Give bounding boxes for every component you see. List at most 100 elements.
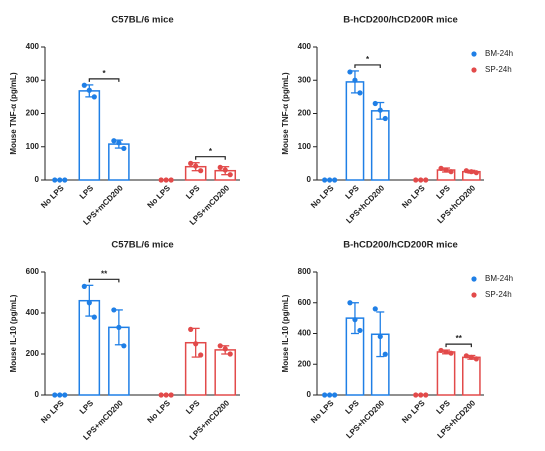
data-point (193, 341, 199, 347)
y-tick-label: 600 (26, 267, 40, 276)
y-tick-label: 0 (35, 175, 40, 184)
data-point (332, 392, 338, 398)
y-axis-label: Mouse TNF-α (pg/mL) (9, 72, 18, 155)
data-point (332, 177, 338, 183)
data-point (227, 351, 233, 357)
data-point (57, 392, 63, 398)
data-point (188, 160, 194, 166)
data-point (188, 326, 194, 332)
x-tick-label: No LPS (400, 398, 427, 425)
data-point (158, 177, 164, 183)
data-point (222, 167, 228, 173)
significance-label: ** (101, 269, 108, 278)
significance-label: * (103, 69, 107, 78)
x-tick-label: LPS (184, 183, 202, 201)
data-point (52, 177, 58, 183)
data-point (352, 77, 358, 83)
data-point (418, 392, 424, 398)
significance-bracket (354, 64, 381, 68)
data-point (413, 177, 419, 183)
data-point (198, 352, 204, 358)
data-point (372, 100, 378, 107)
y-tick-label: 0 (35, 390, 40, 399)
y-axis-label: Mouse IL-10 (pg/mL) (281, 294, 290, 372)
y-tick-label: 200 (26, 349, 40, 358)
data-point (357, 90, 363, 96)
legend-swatch (471, 276, 477, 282)
y-tick-label: 0 (307, 175, 312, 184)
significance-bracket (88, 78, 120, 82)
data-point (111, 138, 117, 144)
x-tick-label: No LPS (146, 398, 173, 425)
data-point (463, 168, 469, 174)
data-point (91, 314, 97, 320)
data-point (448, 169, 454, 175)
chart-panel: C57BL/6 mice Mouse TNF-α (pg/mL) 0 100 200 30… (9, 15, 240, 227)
y-tick-label: 100 (298, 142, 312, 151)
x-tick-label: LPS (435, 183, 453, 201)
y-axis-label: Mouse TNF-α (pg/mL) (281, 72, 290, 155)
data-point (423, 177, 429, 183)
data-point (163, 392, 169, 398)
significance-bracket (88, 278, 120, 283)
legend-swatch (471, 51, 477, 57)
data-point (168, 392, 174, 398)
data-point (57, 177, 63, 183)
data-point (322, 177, 328, 183)
x-tick-label: LPS (78, 398, 96, 416)
legend-label: BM-24h (485, 49, 513, 58)
data-point (438, 347, 444, 354)
data-point (227, 172, 233, 178)
y-tick-label: 400 (298, 329, 312, 338)
data-point (352, 317, 358, 323)
data-point (377, 107, 383, 113)
data-point (158, 392, 164, 398)
data-point (347, 300, 353, 306)
data-point (347, 69, 353, 75)
data-point (443, 167, 449, 173)
y-tick-label: 200 (26, 109, 40, 118)
chart-panel: B-hCD200/hCD200R mice Mouse TNF-α (pg/mL)… (281, 15, 513, 226)
data-point (423, 392, 429, 398)
x-tick-label: LPS (435, 398, 453, 416)
legend-label: BM-24h (485, 274, 513, 283)
data-point (473, 356, 479, 362)
chart-title: C57BL/6 mice (111, 240, 173, 251)
data-point (163, 177, 169, 183)
x-tick-label: LPS (343, 183, 361, 201)
x-tick-label: LPS (78, 183, 96, 201)
legend-swatch (471, 67, 477, 73)
y-axis-label: Mouse IL-10 (pg/mL) (9, 294, 18, 372)
data-point (81, 283, 87, 289)
data-point (91, 94, 97, 100)
data-point (438, 165, 444, 171)
bar (345, 81, 365, 181)
data-point (217, 343, 223, 349)
data-point (377, 333, 383, 340)
y-tick-label: 200 (298, 359, 312, 368)
data-point (357, 327, 363, 334)
significance-label: * (366, 55, 370, 64)
data-point (468, 354, 474, 360)
data-point (382, 351, 388, 357)
data-point (116, 140, 122, 146)
y-tick-label: 600 (298, 298, 312, 307)
y-tick-label: 0 (307, 390, 312, 399)
x-tick-label: No LPS (39, 398, 66, 425)
bar (461, 356, 481, 396)
data-point (448, 350, 454, 356)
bar (370, 110, 390, 181)
data-point (168, 177, 174, 183)
chart-title: B-hCD200/hCD200R mice (343, 240, 458, 251)
chart-title: C57BL/6 mice (111, 15, 173, 26)
significance-bracket (195, 156, 226, 160)
data-point (468, 169, 474, 175)
y-tick-label: 100 (26, 142, 40, 151)
data-point (443, 349, 449, 355)
x-tick-label: LPS (343, 398, 361, 416)
x-tick-label: No LPS (309, 398, 336, 425)
data-point (121, 145, 127, 152)
data-point (111, 307, 117, 313)
data-point (327, 392, 333, 398)
x-tick-label: No LPS (146, 183, 173, 210)
